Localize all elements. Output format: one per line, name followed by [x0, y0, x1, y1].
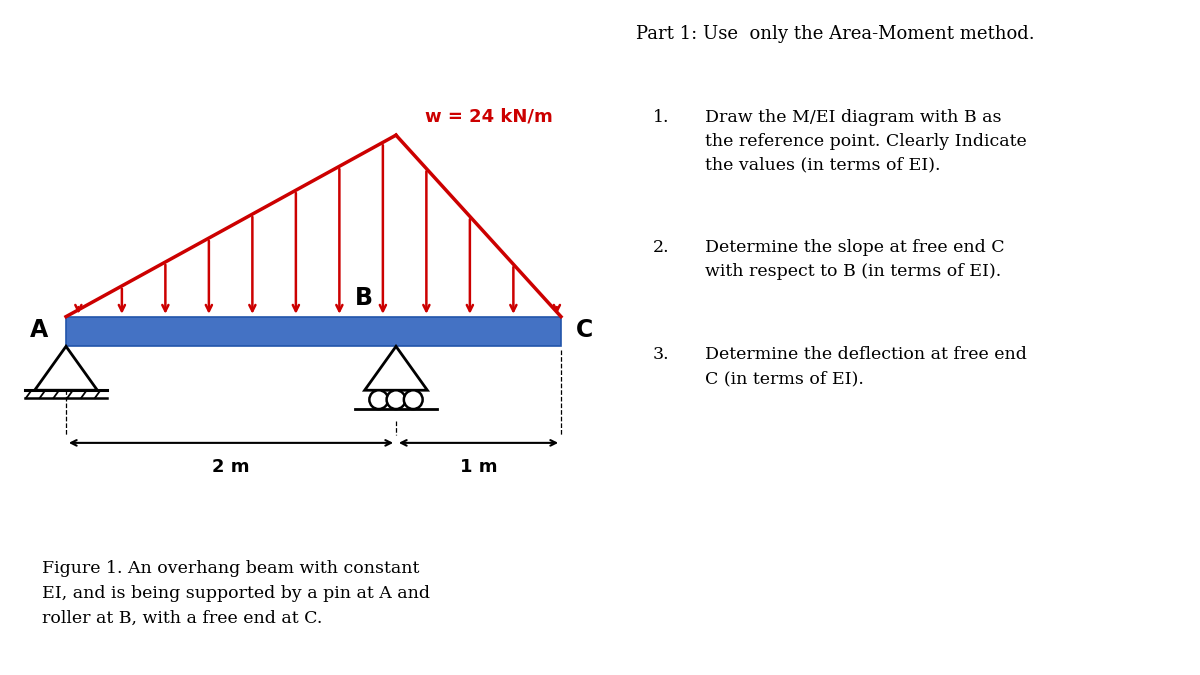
Text: C: C	[576, 318, 593, 342]
Text: 2 m: 2 m	[212, 458, 250, 476]
Text: Determine the deflection at free end
C (in terms of EI).: Determine the deflection at free end C (…	[704, 346, 1026, 387]
Text: Part 1: Use  only the Area-Moment method.: Part 1: Use only the Area-Moment method.	[636, 26, 1034, 43]
Text: Determine the slope at free end C
with respect to B (in terms of EI).: Determine the slope at free end C with r…	[704, 239, 1004, 280]
Polygon shape	[365, 346, 427, 390]
Text: A: A	[30, 318, 48, 342]
Polygon shape	[35, 346, 97, 390]
Text: B: B	[355, 286, 373, 310]
Text: Figure 1. An overhang beam with constant
EI, and is being supported by a pin at : Figure 1. An overhang beam with constant…	[42, 560, 430, 627]
Text: 1 m: 1 m	[460, 458, 497, 476]
Circle shape	[404, 390, 422, 409]
Circle shape	[386, 390, 406, 409]
Text: 1.: 1.	[653, 109, 670, 126]
Text: w = 24 kN/m: w = 24 kN/m	[425, 107, 553, 126]
Text: Draw the M/EI diagram with B as
the reference point. Clearly Indicate
the values: Draw the M/EI diagram with B as the refe…	[704, 109, 1026, 174]
Text: 3.: 3.	[653, 346, 670, 363]
Circle shape	[370, 390, 388, 409]
Text: 2.: 2.	[653, 239, 670, 256]
Bar	[66, 317, 562, 346]
